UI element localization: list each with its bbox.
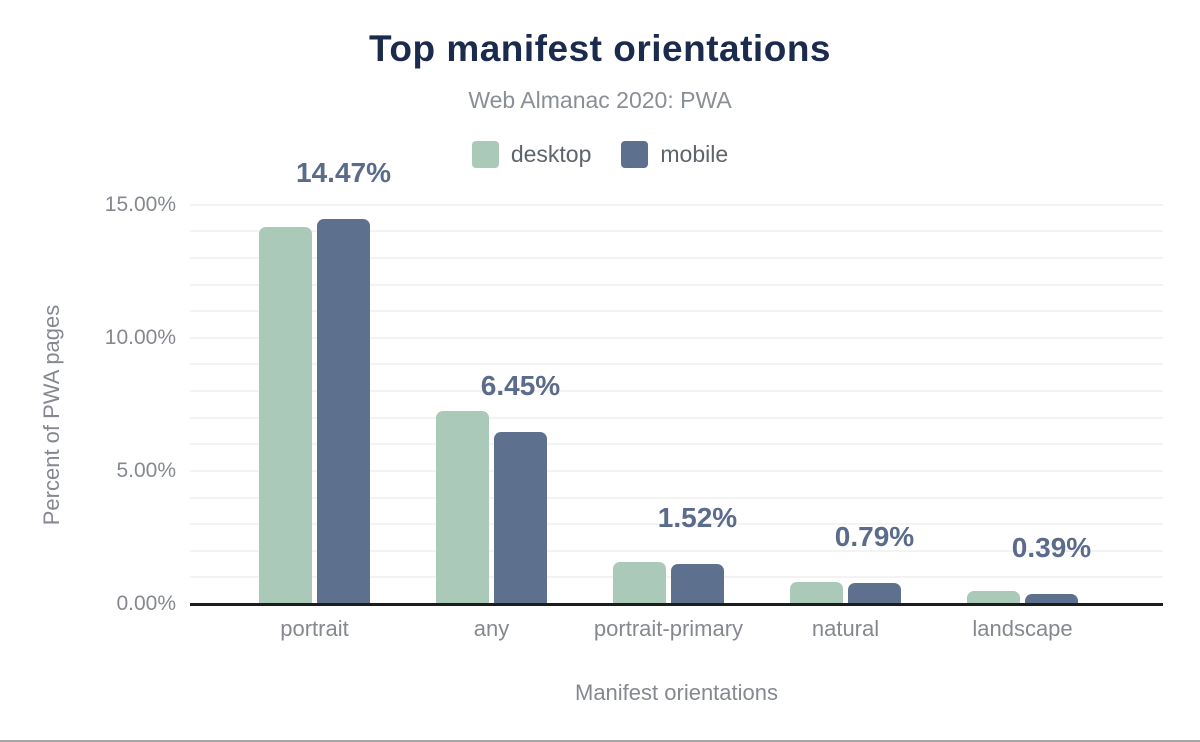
bar-group-natural: 0.79%	[757, 178, 934, 604]
gridline	[190, 416, 1163, 419]
legend-swatch-desktop	[471, 141, 499, 168]
gridline	[190, 390, 1163, 392]
value-label-portrait: 14.47%	[296, 156, 391, 188]
value-label-any: 6.45%	[480, 370, 561, 402]
y-tick-label: 0.00%	[116, 592, 176, 615]
gridline	[190, 230, 1163, 233]
gridline	[190, 496, 1163, 499]
category-label-portrait: portrait	[280, 616, 349, 641]
y-tick-label: 15.00%	[104, 192, 176, 216]
legend-item-desktop: desktop	[471, 141, 592, 168]
legend-swatch-mobile	[621, 141, 649, 168]
y-tick-label: 10.00%	[104, 325, 176, 349]
gridline	[190, 336, 1163, 339]
bar-mobile-natural	[848, 582, 901, 604]
bar-desktop-portrait-primary	[613, 562, 666, 604]
plot-area: 0.00% 5.00% 10.00% 15.00% 14.47% 6.45% 1.52% 0…	[105, 157, 1163, 615]
value-label-landscape: 0.39%	[1011, 531, 1092, 563]
bar-group-landscape: 0.39%	[934, 178, 1111, 604]
bar-mobile-portrait	[317, 218, 370, 604]
bar-mobile-portrait-primary	[671, 563, 724, 604]
gridline	[190, 549, 1163, 552]
category-label-landscape: landscape	[972, 616, 1073, 641]
gridline	[190, 443, 1163, 446]
x-axis-title: Manifest orientations	[575, 680, 778, 705]
bar-mobile-any	[494, 432, 547, 604]
gridline	[190, 203, 1163, 206]
chart-subtitle: Web Almanac 2020: PWA	[468, 87, 732, 113]
bar-group-portrait-primary: 1.52%	[580, 178, 757, 604]
gridline	[190, 310, 1163, 313]
bar-group-portrait: 14.47%	[226, 157, 403, 604]
gridline	[190, 256, 1163, 259]
bar-desktop-any	[436, 410, 489, 604]
legend-label-mobile: mobile	[660, 141, 729, 167]
legend: desktop mobile	[0, 141, 1200, 168]
category-label-row: portrait any portrait-primary natural landsc…	[190, 616, 1163, 642]
category-label-any: any	[473, 616, 510, 641]
bar-desktop-portrait	[259, 227, 312, 604]
x-axis-line	[190, 603, 1163, 606]
gridline	[190, 469, 1163, 472]
gridline	[190, 363, 1163, 366]
value-label-natural: 0.79%	[834, 521, 915, 553]
chart-title: Top manifest orientations	[368, 28, 831, 69]
legend-label-desktop: desktop	[510, 141, 592, 167]
category-label-natural: natural	[811, 616, 880, 641]
bar-desktop-natural	[790, 582, 843, 604]
bar-mobile-landscape	[1025, 593, 1078, 604]
gridline	[190, 283, 1163, 286]
bar-desktop-landscape	[967, 591, 1020, 604]
category-label-portrait-primary: portrait-primary	[593, 616, 744, 641]
bar-groups: 14.47% 6.45% 1.52% 0.79% 0.39%	[190, 157, 1163, 604]
value-label-portrait-primary: 1.52%	[657, 501, 738, 533]
y-tick-label: 5.00%	[116, 458, 176, 482]
gridline	[190, 523, 1163, 526]
legend-item-mobile: mobile	[621, 141, 728, 168]
bar-group-any: 6.45%	[403, 178, 580, 604]
